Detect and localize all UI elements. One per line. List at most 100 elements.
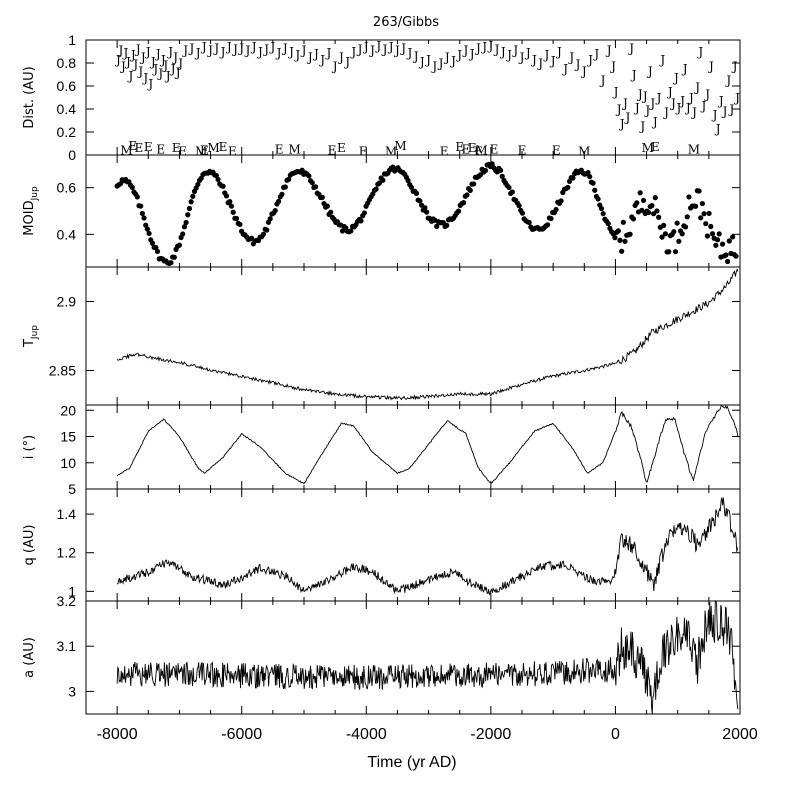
data-point-J: J — [524, 46, 531, 60]
data-point — [671, 229, 677, 235]
data-point — [545, 222, 551, 228]
data-point-M: M — [385, 145, 397, 159]
data-point — [605, 220, 611, 227]
data-point-E: E — [219, 140, 228, 154]
data-point-J: J — [605, 44, 612, 58]
panel-frame — [85, 600, 741, 715]
data-point-J: J — [690, 106, 697, 120]
data-point — [516, 203, 522, 209]
data-point-J: J — [144, 45, 151, 59]
data-point — [600, 211, 606, 217]
data-point-J: J — [612, 85, 619, 99]
data-point — [674, 220, 680, 226]
y-tick-label: 1 — [68, 583, 76, 599]
data-point-J: J — [187, 41, 194, 55]
data-point-J: J — [696, 45, 703, 59]
data-point — [708, 223, 714, 230]
data-point — [467, 187, 473, 194]
y-axis-label: q (AU) — [22, 525, 37, 566]
data-point-J: J — [580, 64, 587, 78]
data-point-J: J — [561, 62, 568, 76]
data-point-J: J — [630, 68, 637, 82]
data-point-J: J — [638, 120, 645, 134]
data-point-J: J — [237, 41, 244, 55]
data-point — [627, 231, 633, 237]
inclination-panel: 5 10 15 20 i (°) — [22, 402, 741, 497]
data-point-J: J — [114, 53, 121, 67]
data-point — [233, 215, 240, 222]
data-point — [328, 209, 334, 215]
data-point-J: J — [134, 42, 141, 56]
data-point-M: M — [475, 143, 487, 157]
data-point — [725, 258, 731, 265]
data-point-E: E — [518, 143, 527, 157]
data-point-J: J — [586, 53, 593, 67]
data-point-J: J — [156, 67, 163, 81]
data-point — [713, 242, 719, 248]
x-tick-label: -2000 — [470, 726, 511, 743]
data-point — [726, 238, 732, 244]
data-point-J: J — [219, 45, 226, 59]
data-point — [662, 231, 668, 237]
data-point-J: J — [505, 48, 512, 62]
data-point-J: J — [268, 40, 275, 54]
data-point-E: E — [328, 143, 337, 157]
data-point — [180, 231, 186, 237]
data-point — [499, 173, 505, 179]
y-axis-label: a (AU) — [22, 637, 37, 678]
data-point — [693, 203, 699, 209]
data-point-J: J — [684, 101, 691, 115]
data-point-J: J — [287, 45, 294, 59]
data-point-J: J — [543, 48, 550, 62]
data-point-J: J — [609, 60, 616, 74]
data-point-J: J — [721, 105, 728, 119]
data-point — [380, 177, 386, 183]
data-point-J: J — [443, 51, 450, 65]
data-point — [686, 194, 692, 200]
data-point — [275, 198, 282, 205]
data-point-J: J — [687, 91, 694, 105]
data-point-J: J — [337, 51, 344, 65]
y-tick-label: 3 — [68, 683, 76, 699]
data-point-E: E — [144, 140, 153, 154]
data-point-J: J — [256, 45, 263, 59]
data-point-J: J — [281, 41, 288, 55]
data-point — [617, 237, 623, 243]
data-point — [149, 240, 156, 246]
data-point-J: J — [405, 46, 412, 60]
y-axis-label-subscript: Jup — [30, 325, 40, 340]
y-tick-label: 0 — [68, 147, 76, 163]
data-point — [134, 194, 140, 200]
data-point-E: E — [440, 145, 449, 159]
data-point — [598, 205, 605, 212]
data-point-J: J — [293, 48, 300, 62]
data-point-J: J — [212, 41, 219, 55]
data-point-E: E — [200, 143, 209, 157]
data-point-J: J — [161, 59, 168, 73]
data-point — [509, 189, 515, 195]
data-point — [279, 191, 285, 197]
x-tick-label: -4000 — [346, 726, 387, 743]
data-point-J: J — [555, 45, 562, 59]
data-point — [138, 203, 144, 209]
data-point — [272, 207, 278, 214]
data-point-J: J — [200, 40, 207, 54]
data-point-J: J — [331, 60, 338, 74]
data-point-J: J — [159, 53, 166, 67]
data-point — [714, 237, 721, 243]
data-point-J: J — [244, 44, 251, 58]
data-point — [666, 249, 672, 255]
data-point-J: J — [171, 51, 178, 65]
data-point — [223, 193, 230, 199]
perihelion-panel: 1 1.2 1.4 q (AU) — [22, 488, 741, 602]
data-point-J: J — [693, 80, 700, 94]
data-point-J: J — [174, 65, 181, 79]
data-point — [585, 170, 591, 176]
data-point-J: J — [136, 64, 143, 78]
data-point-J: J — [129, 48, 136, 62]
data-point-J: J — [493, 42, 500, 56]
panel-frame — [85, 266, 741, 406]
data-point-J: J — [374, 39, 381, 53]
data-point-J: J — [430, 60, 437, 74]
